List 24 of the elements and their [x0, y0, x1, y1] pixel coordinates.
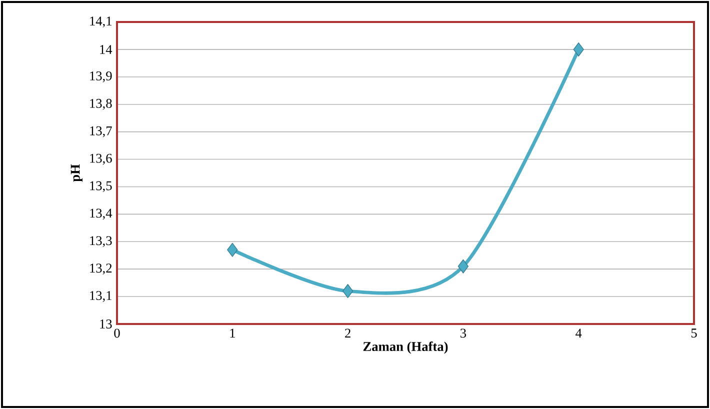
x-tick-label: 3 — [460, 328, 466, 338]
y-axis-title: pH — [70, 164, 82, 182]
point — [458, 259, 469, 274]
point — [573, 42, 584, 56]
y-tick-label: 13,4 — [90, 208, 112, 220]
y-tick-label: 13 — [100, 320, 112, 328]
x-tick-label: 4 — [576, 328, 582, 338]
y-tick-label: 13,3 — [90, 236, 112, 248]
y-tick-label: 13,2 — [90, 264, 112, 275]
y-tick-label: 13,7 — [90, 126, 112, 138]
x-tick-label: 0 — [114, 328, 120, 338]
x-tick-label: 2 — [345, 328, 350, 338]
x-axis-title: Zaman (Hafta) — [363, 342, 448, 354]
y-tick-label: 14,1 — [90, 16, 112, 28]
y-tick-label: 13,8 — [90, 98, 112, 110]
point — [227, 242, 238, 257]
y-tick-label: 13,1 — [90, 291, 112, 302]
point — [342, 284, 354, 298]
y-tick-label: 13,5 — [90, 181, 112, 192]
y-tick-label: 13,6 — [90, 154, 112, 165]
y-tick-label: 13,9 — [90, 71, 112, 82]
x-tick-label: 5 — [691, 328, 697, 338]
x-tick-label: 1 — [230, 328, 235, 338]
y-tick-label: 14 — [100, 45, 112, 54]
